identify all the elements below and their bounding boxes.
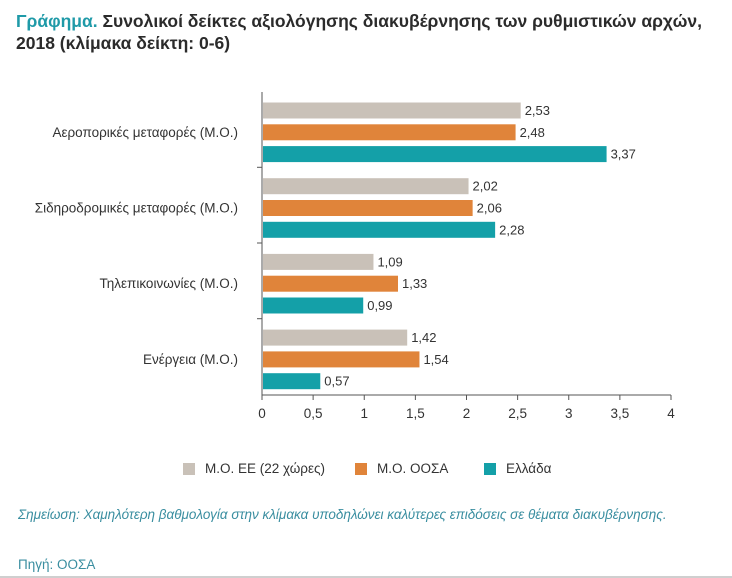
x-tick-label: 0 — [258, 406, 266, 421]
chart-legend: Μ.Ο. ΕΕ (22 χώρες) Μ.Ο. ΟΟΣΑ Ελλάδα — [0, 461, 732, 481]
data-label: 1,54 — [423, 352, 448, 367]
legend-item-greece: Ελλάδα — [484, 461, 551, 476]
legend-item-oecd: Μ.Ο. ΟΟΣΑ — [355, 461, 448, 476]
data-label: 0,57 — [324, 374, 349, 389]
data-label: 2,02 — [473, 179, 498, 194]
x-tick-label: 0,5 — [304, 406, 323, 421]
x-tick-label: 1 — [360, 406, 368, 421]
x-tick-label: 2,5 — [508, 406, 527, 421]
bar-greece — [263, 146, 607, 163]
data-label: 2,28 — [499, 222, 524, 237]
bar-oecd — [263, 351, 420, 368]
data-label: 2,06 — [477, 201, 502, 216]
legend-item-eu: Μ.Ο. ΕΕ (22 χώρες) — [183, 461, 325, 476]
category-label: Σιδηροδρομικές μεταφορές (Μ.Ο.) — [35, 201, 238, 216]
bar-greece — [263, 297, 364, 314]
chart-source: Πηγή: ΟΟΣΑ — [18, 557, 96, 572]
note-text: Χαμηλότερη βαθμολογία στην κλίμακα υποδη… — [79, 507, 667, 522]
data-label: 1,33 — [402, 276, 427, 291]
bar-eu — [263, 178, 469, 195]
legend-label-eu: Μ.Ο. ΕΕ (22 χώρες) — [205, 461, 325, 476]
legend-swatch-greece — [484, 462, 496, 475]
chart-title: Γράφημα. Συνολικοί δείκτες αξιολόγησης δ… — [16, 10, 706, 54]
bar-greece — [263, 221, 496, 238]
x-tick-label: 3 — [565, 406, 573, 421]
chart-title-prefix: Γράφημα. — [16, 11, 98, 31]
legend-label-greece: Ελλάδα — [506, 461, 552, 476]
x-tick-label: 1,5 — [406, 406, 425, 421]
x-tick-label: 2 — [463, 406, 471, 421]
bar-oecd — [263, 200, 473, 216]
category-label: Ενέργεια (Μ.Ο.) — [143, 352, 238, 367]
chart-title-text: Συνολικοί δείκτες αξιολόγησης διακυβέρνη… — [16, 11, 703, 53]
note-label: Σημείωση: — [18, 507, 80, 522]
category-label: Αεροπορικές μεταφορές (Μ.Ο.) — [52, 125, 238, 140]
bar-greece — [263, 373, 321, 390]
data-label: 1,42 — [411, 330, 436, 345]
chart-note: Σημείωση: Χαμηλότερη βαθμολογία στην κλί… — [18, 505, 698, 525]
data-label: 3,37 — [611, 147, 636, 162]
data-label: 0,99 — [367, 298, 392, 313]
category-label: Τηλεπικοινωνίες (Μ.Ο.) — [100, 276, 239, 291]
bar-oecd — [263, 124, 516, 141]
legend-label-oecd: Μ.Ο. ΟΟΣΑ — [377, 461, 449, 476]
x-tick-label: 4 — [667, 406, 675, 421]
data-label: 1,09 — [377, 254, 402, 269]
data-label: 2,53 — [525, 103, 550, 118]
bar-eu — [263, 253, 374, 270]
data-label: 2,48 — [520, 125, 545, 140]
legend-swatch-oecd — [355, 462, 367, 475]
bottom-divider — [0, 576, 732, 578]
x-tick-label: 3,5 — [610, 406, 629, 421]
bar-eu — [263, 329, 408, 346]
bar-eu — [263, 102, 521, 119]
legend-swatch-eu — [183, 462, 195, 475]
bar-oecd — [263, 275, 398, 292]
